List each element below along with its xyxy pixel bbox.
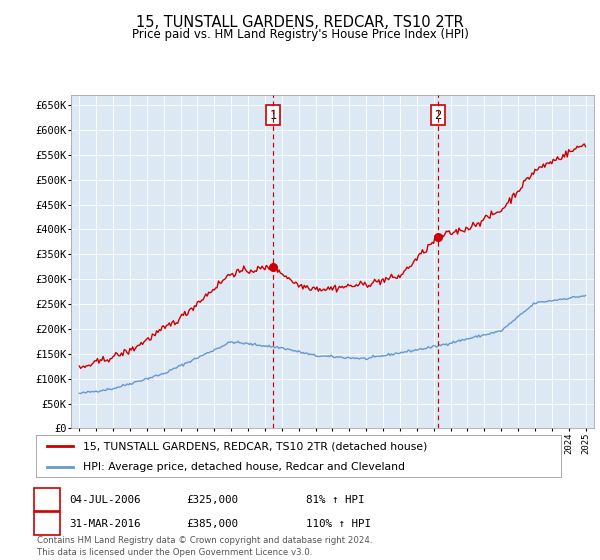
Text: 2: 2: [44, 519, 50, 529]
Text: 31-MAR-2016: 31-MAR-2016: [69, 519, 140, 529]
Text: 15, TUNSTALL GARDENS, REDCAR, TS10 2TR: 15, TUNSTALL GARDENS, REDCAR, TS10 2TR: [136, 15, 464, 30]
Text: 81% ↑ HPI: 81% ↑ HPI: [306, 494, 365, 505]
Text: 1: 1: [44, 494, 50, 505]
Text: 1: 1: [270, 109, 277, 122]
Text: £325,000: £325,000: [186, 494, 238, 505]
Text: 04-JUL-2006: 04-JUL-2006: [69, 494, 140, 505]
Text: Contains HM Land Registry data © Crown copyright and database right 2024.
This d: Contains HM Land Registry data © Crown c…: [37, 536, 373, 557]
Text: 15, TUNSTALL GARDENS, REDCAR, TS10 2TR (detached house): 15, TUNSTALL GARDENS, REDCAR, TS10 2TR (…: [83, 441, 428, 451]
Text: Price paid vs. HM Land Registry's House Price Index (HPI): Price paid vs. HM Land Registry's House …: [131, 28, 469, 41]
Text: 2: 2: [434, 109, 442, 122]
Text: HPI: Average price, detached house, Redcar and Cleveland: HPI: Average price, detached house, Redc…: [83, 461, 405, 472]
Text: £385,000: £385,000: [186, 519, 238, 529]
Text: 110% ↑ HPI: 110% ↑ HPI: [306, 519, 371, 529]
